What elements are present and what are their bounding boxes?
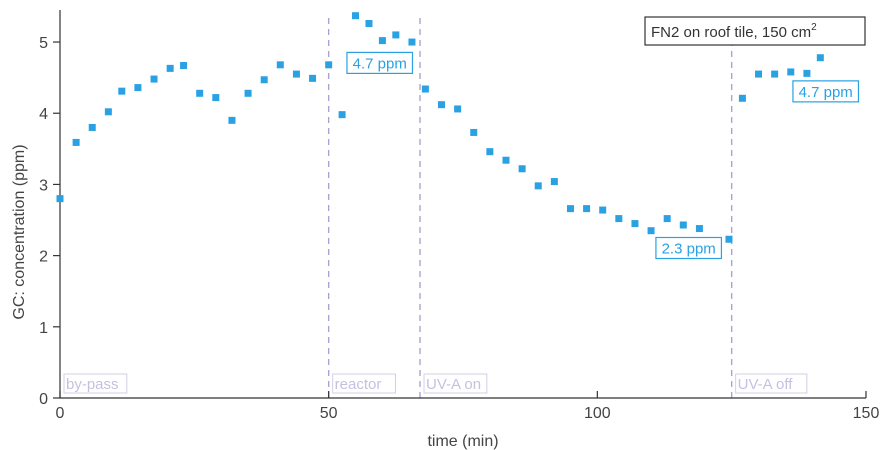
data-point — [196, 89, 204, 97]
data-point — [518, 165, 526, 173]
data-point — [166, 64, 174, 72]
data-point — [180, 62, 188, 70]
data-point — [599, 206, 607, 214]
data-point — [212, 94, 220, 102]
data-point — [738, 94, 746, 102]
legend-superscript: 2 — [811, 22, 817, 33]
phase-label: UV-A off — [738, 376, 794, 393]
phase-label: by-pass — [66, 376, 119, 393]
data-point — [276, 61, 284, 69]
data-point — [392, 31, 400, 39]
data-point — [134, 84, 142, 92]
x-tick-label: 50 — [320, 405, 338, 422]
phase-label: UV-A on — [426, 376, 481, 393]
data-point — [803, 69, 811, 77]
phase-label-box — [332, 373, 396, 394]
data-point — [647, 227, 655, 235]
data-point — [244, 89, 252, 97]
data-point — [260, 76, 268, 84]
y-tick-label: 3 — [39, 177, 48, 194]
data-point — [378, 37, 386, 45]
annotation-label: 2.3 ppm — [662, 240, 716, 257]
legend-label: FN2 on roof tile, 150 cm — [651, 24, 811, 41]
data-point — [695, 225, 703, 233]
tick-layer: 0 50 100 150 0 1 2 3 4 5 — [39, 35, 879, 422]
phase-label-box — [423, 373, 488, 394]
data-point — [365, 20, 373, 28]
phase-label-box — [63, 373, 128, 394]
phase-label: reactor — [335, 376, 382, 393]
legend-frame — [644, 16, 866, 46]
y-tick-label: 2 — [39, 249, 48, 266]
x-tick-label: 150 — [853, 405, 880, 422]
y-tick-label: 4 — [39, 106, 48, 123]
data-point — [118, 87, 126, 95]
data-point — [583, 205, 591, 213]
data-point — [292, 70, 300, 78]
data-point — [787, 68, 795, 76]
annotation-box — [346, 51, 414, 74]
y-tick-label: 0 — [39, 391, 48, 408]
data-point — [352, 12, 360, 20]
data-point — [438, 101, 446, 109]
axes-layer — [59, 10, 866, 399]
data-point — [325, 61, 333, 69]
x-axis-title: time (min) — [427, 433, 498, 450]
data-point — [421, 85, 429, 93]
data-point — [502, 156, 510, 164]
annotation-box — [655, 236, 723, 260]
data-point — [88, 123, 96, 131]
annotation-label: 4.7 ppm — [353, 55, 407, 72]
data-point — [408, 38, 416, 46]
x-tick-label: 100 — [584, 405, 611, 422]
data-point — [338, 111, 346, 119]
data-point — [725, 235, 733, 243]
data-point — [56, 195, 64, 203]
data-point — [566, 205, 574, 213]
data-point — [534, 182, 542, 190]
data-point — [486, 148, 494, 156]
annotation-layer: 4.7 ppm 2.3 ppm 4.7 ppm — [346, 51, 860, 260]
y-axis-title: GC: concentration (ppm) — [11, 144, 28, 319]
point-layer — [56, 12, 824, 250]
data-point — [550, 178, 558, 186]
legend-text: FN2 on roof tile, 150 cm2 — [651, 22, 817, 41]
data-point — [72, 138, 80, 146]
annotation-label: 4.7 ppm — [799, 84, 853, 101]
data-point — [771, 70, 779, 78]
data-point — [454, 105, 462, 113]
data-point — [150, 75, 158, 83]
data-point — [679, 221, 687, 229]
data-point — [104, 108, 112, 116]
annotation-box — [792, 80, 860, 103]
phase-label-box — [735, 373, 808, 394]
data-point — [470, 128, 478, 136]
data-point — [663, 215, 671, 223]
legend-box: FN2 on roof tile, 150 cm2 — [644, 16, 866, 46]
phase-layer: by-pass reactor UV-A on UV-A off — [63, 18, 808, 398]
data-point — [615, 215, 623, 223]
data-point — [228, 116, 236, 124]
data-point — [755, 70, 763, 78]
x-tick-label: 0 — [56, 405, 65, 422]
data-point — [309, 74, 317, 82]
y-tick-label: 1 — [39, 320, 48, 337]
data-point — [631, 220, 639, 228]
y-tick-label: 5 — [39, 35, 48, 52]
data-point — [816, 54, 824, 62]
